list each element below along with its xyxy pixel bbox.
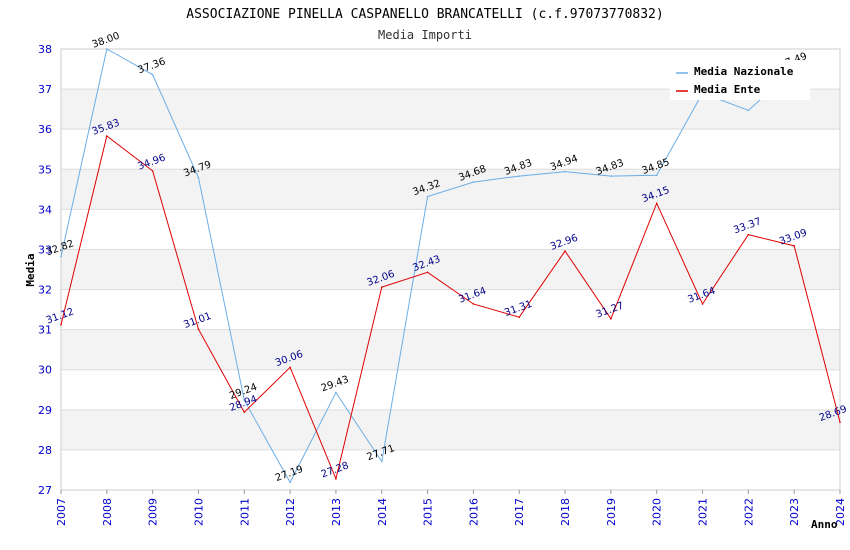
y-tick-label: 27 bbox=[38, 484, 52, 497]
x-tick-label: 2022 bbox=[742, 498, 755, 526]
data-point-media-ente bbox=[197, 328, 200, 331]
data-point-media-ente bbox=[701, 303, 704, 305]
data-point-media-nazionale bbox=[655, 174, 658, 177]
data-point-media-ente bbox=[243, 411, 246, 414]
data-point-media-nazionale bbox=[380, 460, 383, 463]
x-axis-label: Anno bbox=[811, 518, 838, 531]
x-tick-label: 2024 bbox=[834, 498, 847, 526]
data-point-media-nazionale bbox=[151, 73, 154, 76]
data-point-media-ente bbox=[472, 303, 475, 305]
chart-subtitle: Media Importi bbox=[378, 28, 472, 42]
chart-title: ASSOCIAZIONE PINELLA CASPANELLO BRANCATE… bbox=[186, 7, 663, 22]
x-tick-label: 2016 bbox=[467, 498, 480, 526]
data-label-media-ente: 31.12 bbox=[45, 306, 76, 326]
data-point-media-ente bbox=[747, 233, 750, 236]
data-point-media-nazionale bbox=[472, 181, 475, 183]
legend: Media Nazionale Media Ente bbox=[670, 60, 810, 100]
y-axis-label: Media bbox=[24, 253, 37, 286]
data-label-media-nazionale: 37.36 bbox=[136, 56, 167, 76]
legend-entry-media-nazionale: Media Nazionale bbox=[694, 65, 794, 78]
series-layer bbox=[60, 48, 841, 484]
y-tick-label: 34 bbox=[38, 203, 52, 216]
y-tick-label: 37 bbox=[38, 83, 52, 96]
y-tick-label: 32 bbox=[38, 284, 52, 297]
data-point-media-nazionale bbox=[197, 176, 200, 179]
data-label-media-nazionale: 29.43 bbox=[320, 374, 351, 394]
x-tick-label: 2012 bbox=[284, 498, 297, 526]
data-point-media-nazionale bbox=[106, 48, 108, 50]
grid-band bbox=[61, 409, 840, 450]
data-point-media-nazionale bbox=[289, 481, 291, 484]
data-point-media-nazionale bbox=[610, 175, 612, 177]
data-point-media-nazionale bbox=[60, 255, 62, 258]
x-tick-label: 2020 bbox=[651, 498, 664, 526]
y-tick-label: 28 bbox=[38, 444, 52, 457]
data-point-media-ente bbox=[518, 316, 521, 319]
data-point-media-ente bbox=[610, 318, 612, 320]
x-tick-label: 2015 bbox=[422, 498, 435, 526]
x-tick-label: 2017 bbox=[513, 498, 526, 526]
y-tick-label: 30 bbox=[38, 364, 52, 377]
data-point-media-nazionale bbox=[747, 109, 750, 112]
x-tick-label: 2009 bbox=[147, 498, 160, 526]
legend-box bbox=[670, 60, 810, 100]
data-point-media-nazionale bbox=[335, 391, 337, 394]
data-label-media-ente: 33.09 bbox=[778, 227, 809, 247]
x-tick-label: 2018 bbox=[559, 498, 572, 526]
data-point-media-ente bbox=[380, 286, 383, 288]
grid-band bbox=[61, 329, 840, 370]
data-point-media-ente bbox=[793, 245, 795, 247]
data-point-media-nazionale bbox=[426, 195, 429, 198]
data-point-media-ente bbox=[655, 202, 658, 205]
x-tick-label: 2011 bbox=[238, 498, 251, 526]
x-tick-label: 2019 bbox=[605, 498, 618, 526]
data-label-media-ente: 33.37 bbox=[732, 216, 763, 236]
x-tick-label: 2007 bbox=[55, 498, 68, 526]
x-tick-label: 2014 bbox=[376, 498, 389, 526]
y-tick-label: 31 bbox=[38, 324, 52, 337]
x-tick-label: 2021 bbox=[697, 498, 710, 526]
plot-area bbox=[60, 48, 841, 491]
data-label-media-nazionale: 38.00 bbox=[91, 31, 122, 51]
x-axis-ticks: 2007 2008 2009 2010 2011 2012 2013 2014 2015 2016… bbox=[55, 490, 847, 526]
grid-bands bbox=[61, 89, 840, 450]
data-point-media-ente bbox=[564, 250, 566, 252]
data-label-media-ente: 31.31 bbox=[503, 299, 534, 319]
x-tick-label: 2008 bbox=[101, 498, 114, 526]
data-point-media-ente bbox=[151, 170, 154, 172]
y-tick-label: 33 bbox=[38, 243, 52, 256]
data-point-media-nazionale bbox=[564, 170, 566, 173]
y-tick-label: 29 bbox=[38, 404, 52, 417]
data-point-media-nazionale bbox=[518, 175, 521, 177]
x-tick-label: 2010 bbox=[192, 498, 205, 526]
data-point-media-ente bbox=[839, 421, 841, 424]
data-point-media-nazionale bbox=[243, 399, 246, 401]
legend-entry-media-ente: Media Ente bbox=[694, 83, 761, 96]
x-tick-label: 2023 bbox=[788, 498, 801, 526]
y-tick-label: 35 bbox=[38, 163, 52, 176]
data-point-media-ente bbox=[106, 135, 108, 137]
series-line-media-ente bbox=[60, 135, 841, 481]
data-point-media-ente bbox=[426, 271, 429, 274]
data-point-media-ente bbox=[335, 477, 337, 480]
data-point-media-ente bbox=[60, 324, 62, 326]
data-point-media-ente bbox=[289, 366, 291, 369]
y-axis-ticks: 27 28 29 30 31 32 33 34 35 36 37 38 bbox=[38, 43, 52, 497]
x-tick-label: 2013 bbox=[330, 498, 343, 526]
y-tick-label: 36 bbox=[38, 123, 52, 136]
grid-band bbox=[61, 249, 840, 290]
y-tick-label: 38 bbox=[38, 43, 52, 56]
